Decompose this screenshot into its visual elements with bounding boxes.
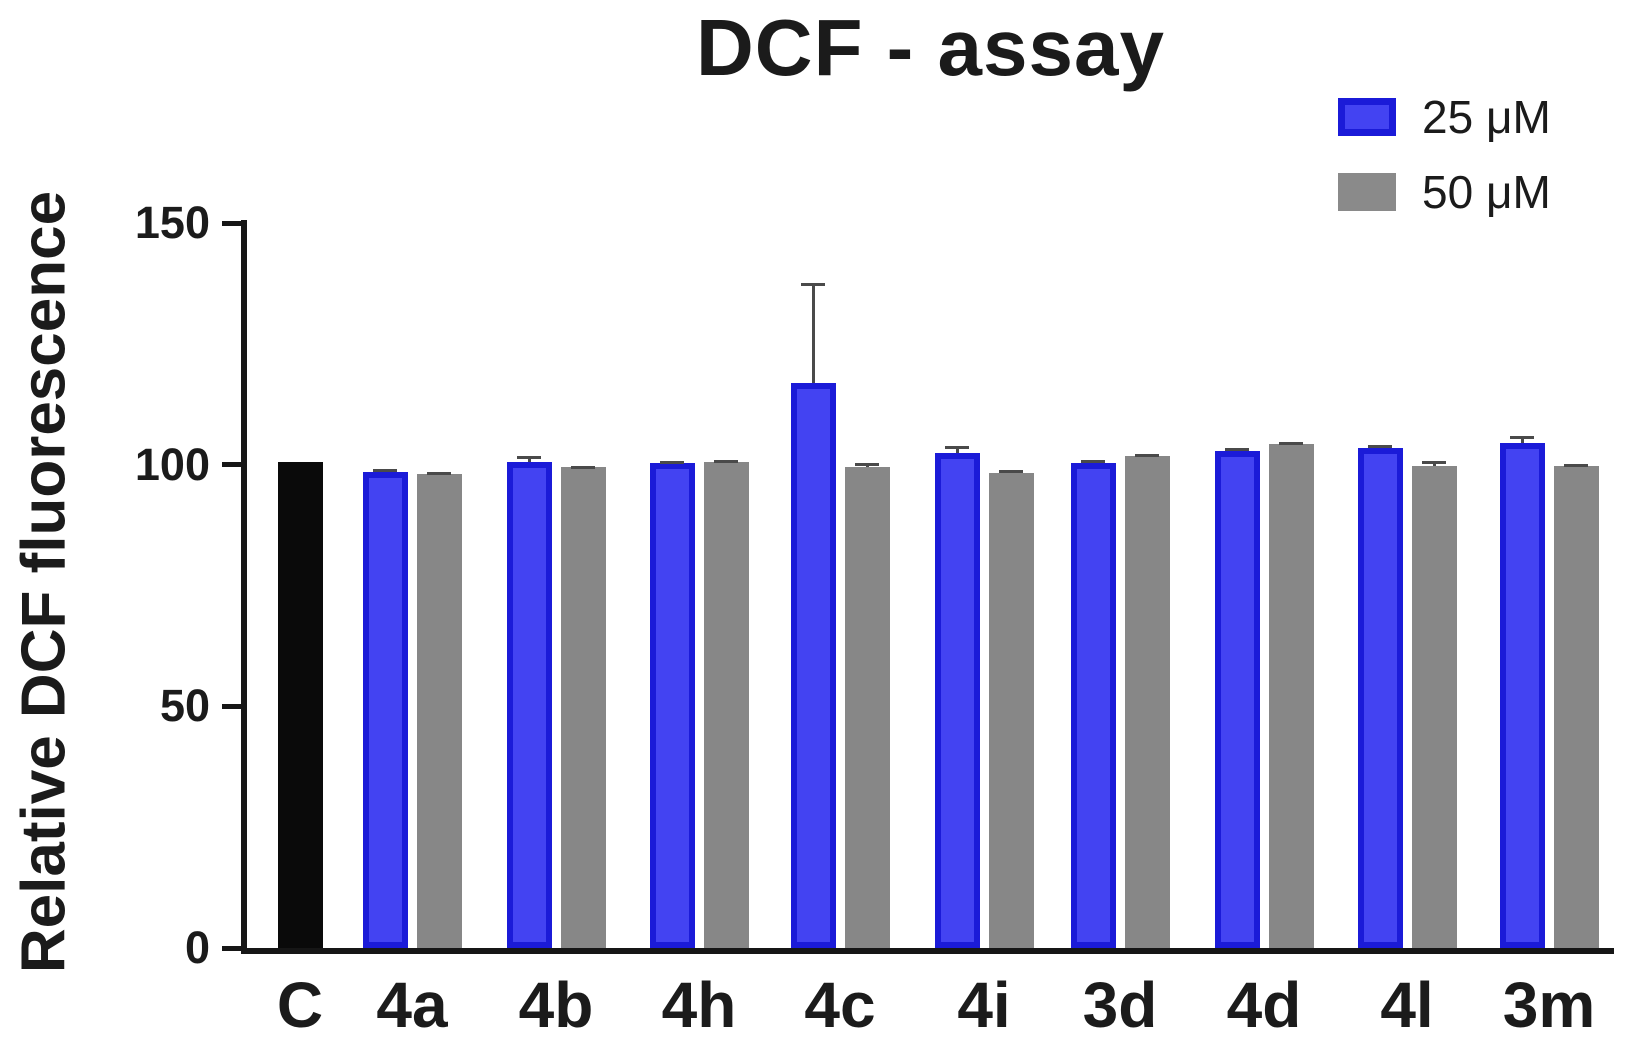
bar-4a-25uM [362, 471, 408, 948]
x-axis-label-4i: 4i [957, 969, 1011, 1041]
y-axis-tick-label: 50 [159, 680, 210, 732]
error-bar-cap [1135, 453, 1159, 457]
bar-4i-25uM [934, 452, 980, 948]
legend-label-50um: 50 μM [1422, 166, 1551, 218]
y-axis-tick-label: 150 [134, 197, 210, 248]
error-bar-stem [955, 445, 959, 453]
bar-3d-25uM [1070, 462, 1116, 948]
x-axis-label-4a: 4a [376, 969, 448, 1041]
error-bar-4a-25uM [373, 469, 397, 473]
bar-4c-25uM [790, 382, 836, 948]
error-bar-cap [714, 460, 738, 464]
error-bar-cap [427, 472, 451, 476]
error-bar-cap [373, 469, 397, 473]
error-bar-cap [517, 456, 541, 460]
legend: 25 μM 50 μM [1338, 94, 1551, 244]
bar-3m-25uM [1499, 442, 1545, 948]
x-axis-label-4h: 4h [661, 969, 737, 1041]
error-bar-cap [1279, 441, 1303, 445]
x-axis-label-3m: 3m [1502, 969, 1596, 1041]
error-bar-stem [1520, 435, 1524, 443]
error-bar-4c-25uM [801, 283, 825, 383]
chart-title: DCF - assay [696, 3, 1165, 92]
error-bar-4b-50uM [571, 465, 595, 469]
error-bar-cap [1564, 463, 1588, 467]
y-axis-tick [222, 945, 241, 951]
error-bar-cap [945, 445, 969, 449]
bar-C-control [277, 462, 323, 948]
error-bar-cap [1225, 448, 1249, 452]
y-axis-tick [222, 703, 241, 709]
error-bar-4h-50uM [714, 460, 738, 464]
error-bar-4b-25uM [517, 456, 541, 463]
error-bar-cap [1368, 445, 1392, 449]
bar-4i-50uM [988, 472, 1034, 948]
bar-4b-50uM [560, 467, 606, 948]
bar-4h-50uM [703, 462, 749, 948]
legend-item-25um: 25 μM [1338, 94, 1551, 140]
y-axis-tick-label: 100 [134, 438, 210, 490]
error-bar-3m-25uM [1510, 435, 1534, 443]
bar-4l-50uM [1411, 465, 1457, 948]
y-axis-tick-label: 0 [184, 922, 210, 973]
x-axis-label-4l: 4l [1380, 969, 1434, 1041]
x-axis-label-4d: 4d [1226, 969, 1302, 1041]
error-bar-3d-50uM [1135, 453, 1159, 457]
bar-3d-50uM [1124, 455, 1170, 948]
bar-4b-25uM [506, 462, 552, 948]
x-axis-line [241, 948, 1614, 954]
error-bar-cap [1510, 435, 1534, 439]
bar-4a-50uM [416, 474, 462, 948]
error-bar-3d-25uM [1081, 460, 1105, 464]
legend-swatch-25um-icon [1338, 98, 1396, 136]
error-bar-4a-50uM [427, 472, 451, 476]
bar-4l-25uM [1357, 448, 1403, 948]
error-bar-4l-25uM [1368, 445, 1392, 449]
error-bar-cap [571, 465, 595, 469]
y-axis-title: Relative DCF fluorescence [9, 190, 79, 974]
bar-4d-50uM [1268, 443, 1314, 948]
x-axis-label-4b: 4b [518, 969, 594, 1041]
bar-3m-50uM [1553, 465, 1599, 948]
error-bar-cap [1422, 460, 1446, 464]
error-bar-4d-50uM [1279, 441, 1303, 445]
error-bar-cap [660, 460, 684, 464]
bar-4h-25uM [649, 463, 695, 948]
x-axis-label-4c: 4c [804, 969, 876, 1041]
y-axis-line [241, 220, 247, 951]
y-axis-tick [222, 462, 241, 468]
error-bar-3m-50uM [1564, 463, 1588, 467]
error-bar-cap [1081, 460, 1105, 464]
error-bar-stem [811, 283, 815, 383]
legend-swatch-50um-icon [1338, 173, 1396, 211]
bar-4c-50uM [844, 467, 890, 948]
error-bar-cap [801, 283, 825, 287]
error-bar-4l-50uM [1422, 460, 1446, 466]
x-axis-label-3d: 3d [1082, 969, 1158, 1041]
error-bar-cap [999, 470, 1023, 473]
legend-item-50um: 50 μM [1338, 169, 1551, 215]
error-bar-4d-25uM [1225, 448, 1249, 452]
legend-label-25um: 25 μM [1422, 91, 1551, 143]
y-axis-tick [222, 220, 241, 226]
error-bar-cap [855, 463, 879, 467]
error-bar-4i-25uM [945, 445, 969, 453]
bar-4d-25uM [1214, 451, 1260, 948]
plot-area: 0 50 100 150 C 4a 4b 4h 4c 4i 3d 4d 4l 3m [135, 200, 1614, 1041]
x-axis-label-C: C [276, 969, 324, 1041]
error-bar-4h-25uM [660, 460, 684, 464]
error-bar-4i-50uM [999, 470, 1023, 473]
error-bar-4c-50uM [855, 463, 879, 468]
